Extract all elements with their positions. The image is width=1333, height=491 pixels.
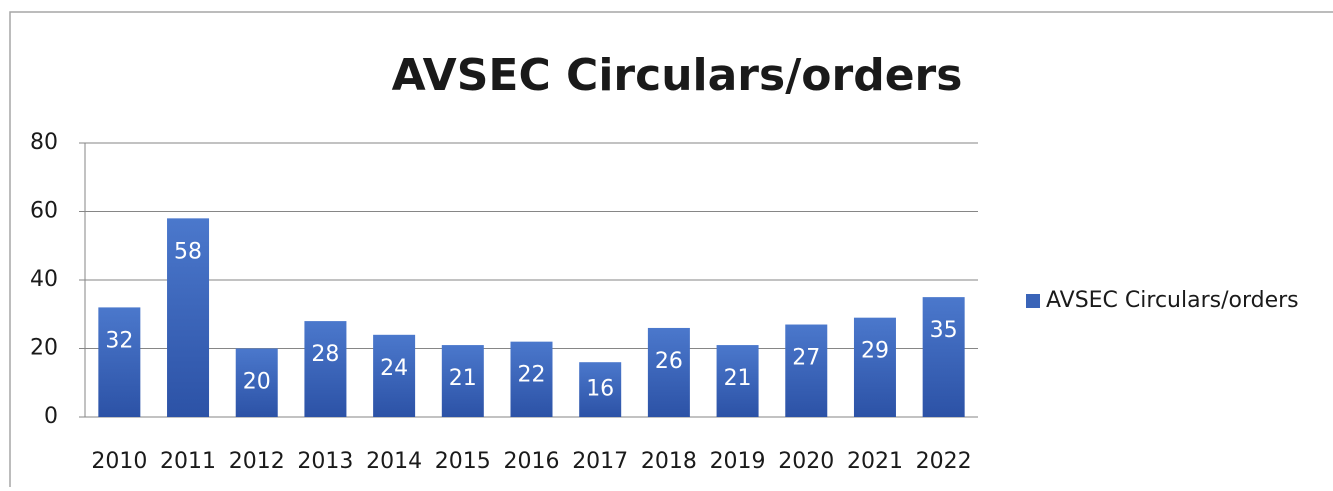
bar (235, 348, 278, 417)
y-tick-label: 60 (30, 199, 58, 224)
bar (853, 317, 896, 417)
data-label: 22 (518, 363, 546, 388)
bar (98, 307, 141, 417)
bar (785, 324, 828, 417)
data-label: 35 (930, 318, 958, 343)
x-tick-label: 2015 (435, 449, 491, 474)
x-tick-label: 2010 (91, 449, 147, 474)
bar (510, 341, 553, 417)
chart-title: AVSEC Circulars/orders (392, 50, 963, 101)
data-label: 32 (105, 328, 133, 353)
bar (373, 334, 416, 417)
bar (441, 345, 484, 417)
data-label: 26 (655, 349, 683, 374)
bar (716, 345, 759, 417)
legend-swatch (1026, 294, 1040, 308)
data-label: 21 (449, 366, 477, 391)
x-tick-label: 2012 (229, 449, 285, 474)
data-label: 20 (243, 370, 271, 395)
bar (304, 321, 347, 417)
x-tick-label: 2021 (847, 449, 903, 474)
data-label: 28 (311, 342, 339, 367)
data-label: 27 (792, 346, 820, 371)
y-tick-label: 40 (30, 267, 58, 292)
bar (579, 362, 622, 417)
y-tick-label: 20 (30, 336, 58, 361)
x-tick-label: 2013 (297, 449, 353, 474)
x-tick-label: 2020 (778, 449, 834, 474)
data-label: 16 (586, 377, 614, 402)
bar (167, 218, 210, 417)
data-label: 58 (174, 239, 202, 264)
x-tick-label: 2011 (160, 449, 216, 474)
chart-frame (9, 11, 1333, 487)
legend-label: AVSEC Circulars/orders (1046, 288, 1299, 313)
data-label: 21 (724, 366, 752, 391)
x-tick-label: 2022 (916, 449, 972, 474)
y-tick-label: 0 (44, 404, 58, 429)
bar (647, 327, 690, 417)
x-tick-label: 2014 (366, 449, 422, 474)
bar (922, 297, 965, 417)
x-tick-label: 2019 (710, 449, 766, 474)
x-tick-label: 2018 (641, 449, 697, 474)
x-tick-label: 2016 (504, 449, 560, 474)
data-label: 24 (380, 356, 408, 381)
x-tick-label: 2017 (572, 449, 628, 474)
y-tick-label: 80 (30, 130, 58, 155)
data-label: 29 (861, 339, 889, 364)
